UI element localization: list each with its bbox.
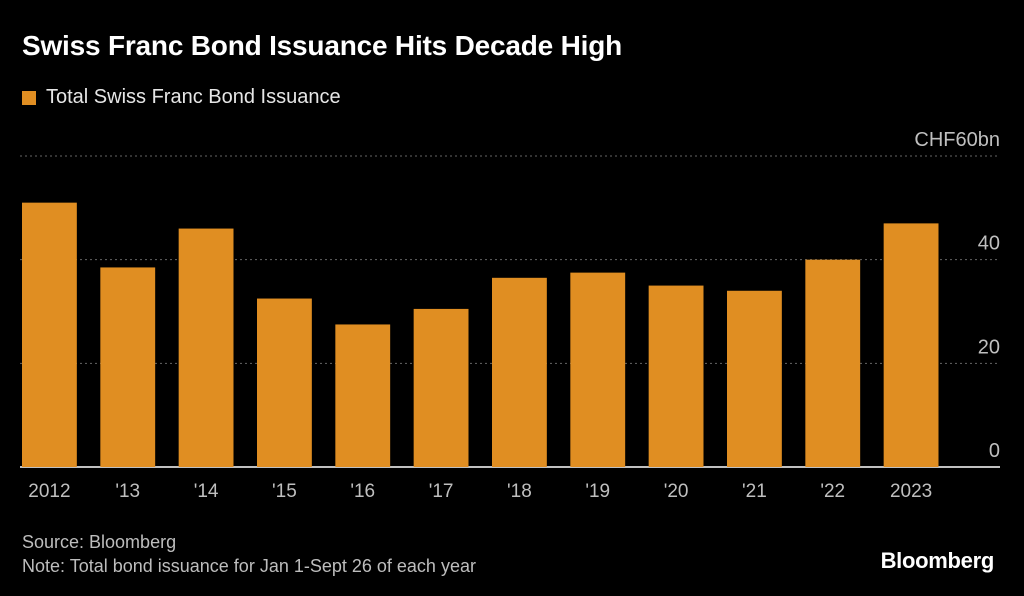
bar (570, 272, 626, 467)
bar (413, 308, 469, 467)
y-tick-label: 40 (978, 233, 1000, 255)
bar (727, 290, 782, 467)
bar (492, 277, 547, 467)
x-tick-label: '17 (429, 481, 454, 502)
bar (22, 202, 77, 467)
bar (648, 285, 704, 467)
bar (805, 259, 861, 467)
x-tick-label: '22 (820, 481, 845, 502)
bar (257, 298, 312, 467)
legend-label: Total Swiss Franc Bond Issuance (46, 86, 341, 108)
y-tick-label: 0 (989, 440, 1000, 462)
note-text: Note: Total bond issuance for Jan 1-Sept… (22, 556, 476, 576)
x-tick-label: '21 (742, 481, 767, 502)
x-tick-label: '19 (585, 481, 610, 502)
bar-chart: CHF60bn 40 20 0 2012 '13 '14 '15 '16 '17 '18 '19 '2… (20, 129, 1000, 502)
chart-footer: Source: Bloomberg Note: Total bond issua… (22, 530, 476, 578)
x-tick-label: '15 (272, 481, 297, 502)
x-tick-label: 2012 (28, 481, 70, 502)
bar (100, 267, 156, 467)
x-tick-label: 2023 (890, 481, 932, 502)
bar (335, 324, 391, 467)
bloomberg-logo: Bloomberg (880, 548, 995, 573)
bars (22, 202, 939, 467)
legend: Total Swiss Franc Bond Issuance (22, 86, 341, 109)
bar (178, 228, 234, 467)
x-axis-ticks: 2012 '13 '14 '15 '16 '17 '18 '19 '20 '21 '22 2023 (28, 481, 932, 502)
y-tick-label: 20 (978, 336, 1000, 358)
source-text: Source: Bloomberg (22, 532, 177, 552)
x-tick-label: '18 (507, 481, 532, 502)
x-tick-label: '14 (194, 481, 219, 502)
chart-title: Swiss Franc Bond Issuance Hits Decade Hi… (22, 30, 622, 61)
x-tick-label: '20 (664, 481, 689, 502)
y-tick-label: CHF60bn (914, 129, 1000, 151)
y-axis-ticks: CHF60bn 40 20 0 (914, 129, 1000, 462)
x-tick-label: '16 (350, 481, 375, 502)
legend-swatch (22, 90, 36, 105)
x-tick-label: '13 (115, 481, 140, 502)
bar (883, 223, 939, 467)
